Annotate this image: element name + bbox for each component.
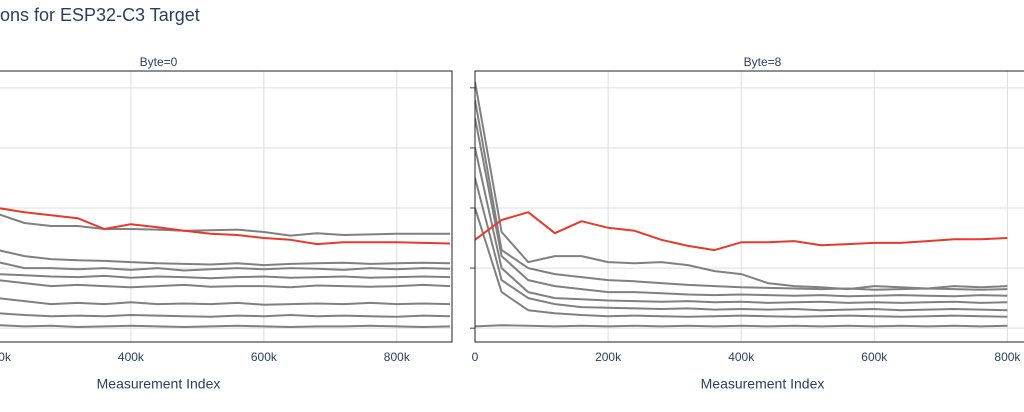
series-line — [0, 207, 451, 246]
x-tick-label: 800k — [994, 350, 1021, 364]
x-axis-title: Measurement Index — [97, 376, 221, 392]
series-line — [475, 211, 1008, 252]
x-tick-label: 400k — [118, 350, 145, 364]
series-line — [475, 177, 1008, 312]
chart-title: ons for ESP32-C3 Target — [0, 5, 200, 25]
series-line — [0, 297, 451, 306]
subplot-title: Byte=8 — [744, 55, 782, 69]
series-line — [475, 99, 1008, 291]
plot-area — [475, 81, 1008, 328]
x-tick-label: 200k — [595, 350, 622, 364]
series-line — [475, 147, 1008, 304]
subplot-title: Byte=0 — [140, 55, 178, 69]
series-line — [475, 117, 1008, 298]
x-tick-label: 0 — [472, 350, 479, 364]
series-line — [0, 312, 451, 318]
plot-area — [0, 207, 451, 328]
x-tick-label: 600k — [251, 350, 278, 364]
series-line — [475, 324, 1008, 328]
series-line — [0, 213, 450, 237]
series-line — [0, 261, 451, 272]
series-line — [0, 279, 451, 289]
x-tick-label: 800k — [384, 350, 411, 364]
series-line — [0, 273, 451, 280]
x-tick-label: 200k — [0, 350, 12, 364]
plot-frame — [0, 70, 453, 343]
series-line — [475, 207, 1008, 318]
series-line — [0, 324, 451, 328]
x-tick-label: 600k — [861, 350, 888, 364]
series-line — [0, 249, 451, 267]
x-tick-label: 400k — [728, 350, 755, 364]
x-axis-title: Measurement Index — [701, 376, 825, 392]
plot-frame — [474, 70, 1024, 343]
